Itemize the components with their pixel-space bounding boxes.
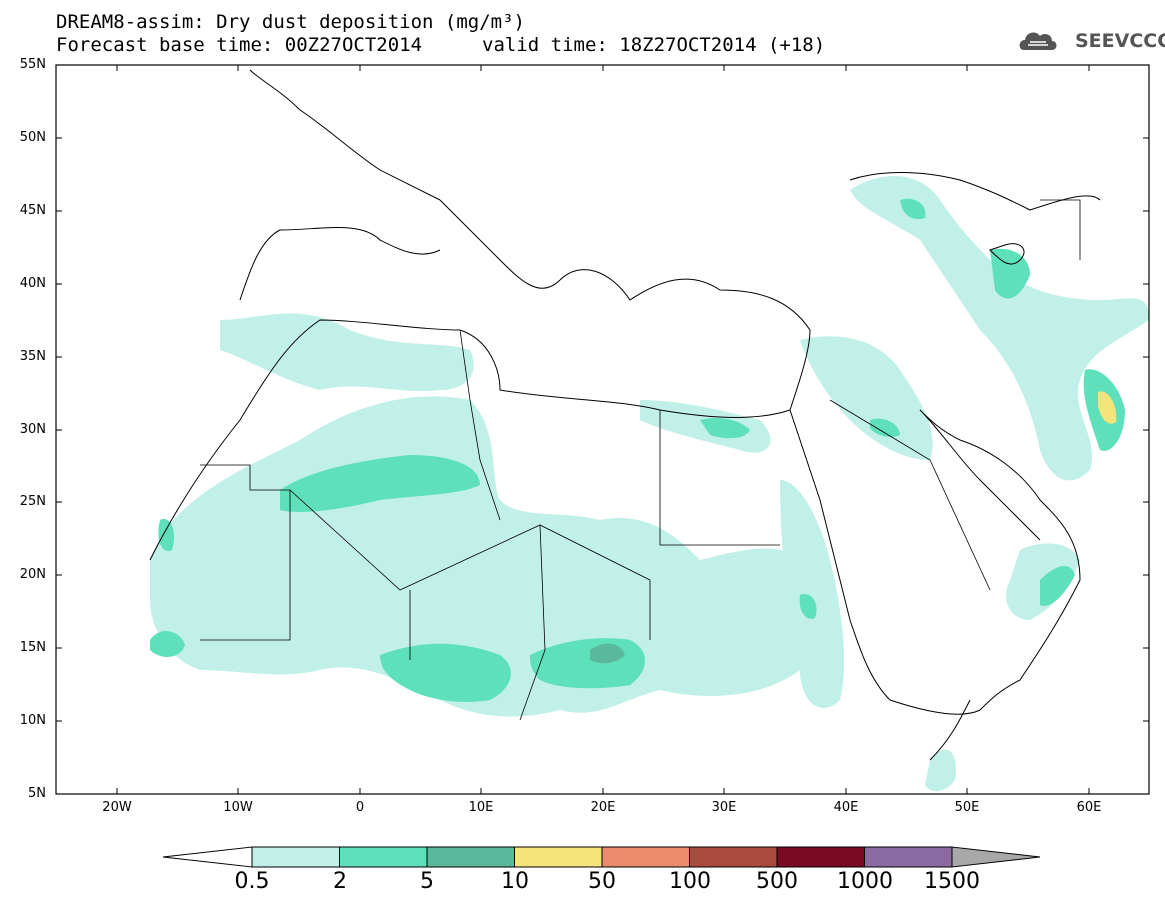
colorbar-label: 500 (756, 869, 798, 894)
country-borders (200, 199, 1081, 721)
lat-label: 15N (19, 640, 46, 655)
lat-label: 25N (19, 494, 46, 509)
colorbar-label: 2 (333, 869, 347, 894)
colorbar-box (426, 846, 515, 868)
colorbar-label: 10 (501, 869, 529, 894)
colorbar-box (251, 846, 340, 868)
lat-label: 55N (19, 57, 46, 72)
dust-level-3 (590, 643, 625, 664)
axis-ticks (56, 64, 1149, 794)
valid-time: valid time: 18Z27OCT2014 (+18) (482, 34, 826, 56)
lon-label: 20E (590, 800, 616, 815)
colorbar-box (601, 846, 690, 868)
colorbar-label: 5 (420, 869, 434, 894)
colorbar-box (514, 846, 603, 868)
lon-label: 40E (833, 800, 859, 815)
colorbar-box (339, 846, 428, 868)
colorbar-label: 1000 (837, 869, 893, 894)
lon-label: 10W (223, 800, 253, 815)
colorbar-low-arrow (162, 846, 253, 868)
colorbar-label: 0.5 (234, 869, 270, 894)
forecast-base-time: Forecast base time: 00Z27OCT2014 (56, 34, 423, 56)
lon-label: 20W (102, 800, 132, 815)
colorbar (162, 846, 1041, 868)
colorbar-box (776, 846, 865, 868)
colorbar-label: 1500 (924, 869, 980, 894)
lon-label: 60E (1076, 800, 1102, 815)
dust-level-2 (150, 198, 1125, 702)
colorbar-box (864, 846, 953, 868)
lon-label: 30E (711, 800, 737, 815)
dust-level-4 (1098, 391, 1117, 424)
cloud-logo-icon (1019, 32, 1057, 50)
colorbar-label: 100 (669, 869, 711, 894)
lat-label: 40N (19, 276, 46, 291)
colorbar-high-arrow (951, 846, 1041, 868)
lon-label: 10E (468, 800, 494, 815)
logo-text: SEEVCCC (1075, 30, 1165, 52)
lat-label: 45N (19, 203, 46, 218)
lat-label: 30N (19, 422, 46, 437)
lat-label: 50N (19, 130, 46, 145)
lat-label: 35N (19, 349, 46, 364)
lat-label: 5N (28, 786, 46, 801)
lat-label: 20N (19, 567, 46, 582)
map-title: DREAM8-assim: Dry dust deposition (mg/m³… (56, 11, 525, 33)
colorbar-label: 50 (588, 869, 616, 894)
lat-label: 10N (19, 713, 46, 728)
lon-label: 0 (355, 800, 365, 815)
coastlines (149, 69, 1101, 761)
colorbar-box (689, 846, 778, 868)
lon-label: 50E (954, 800, 980, 815)
colorbar-boxes (251, 846, 953, 868)
